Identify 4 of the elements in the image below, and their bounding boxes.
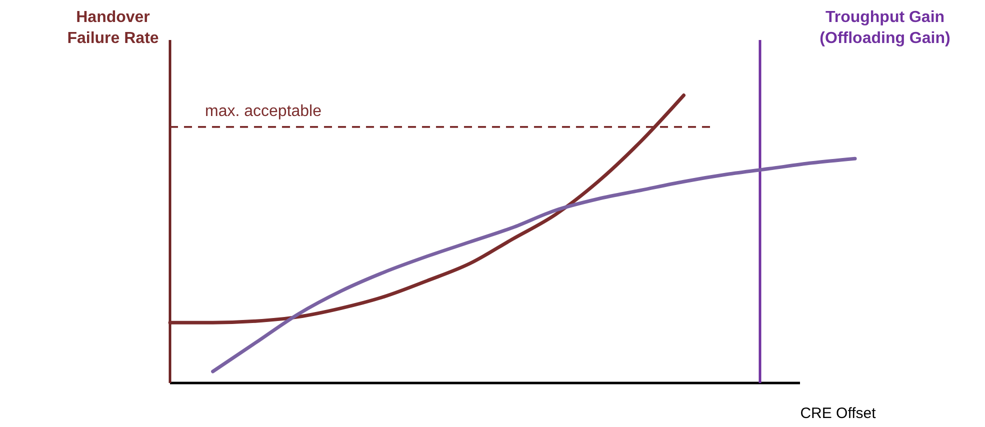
y-axis-title: Handover Failure Rate [67, 9, 159, 47]
x-axis-title: CRE Offset [800, 405, 877, 422]
y2-axis-title: Troughput Gain (Offloading Gain) [820, 9, 950, 47]
ref-line-label: max. acceptable [205, 102, 322, 120]
